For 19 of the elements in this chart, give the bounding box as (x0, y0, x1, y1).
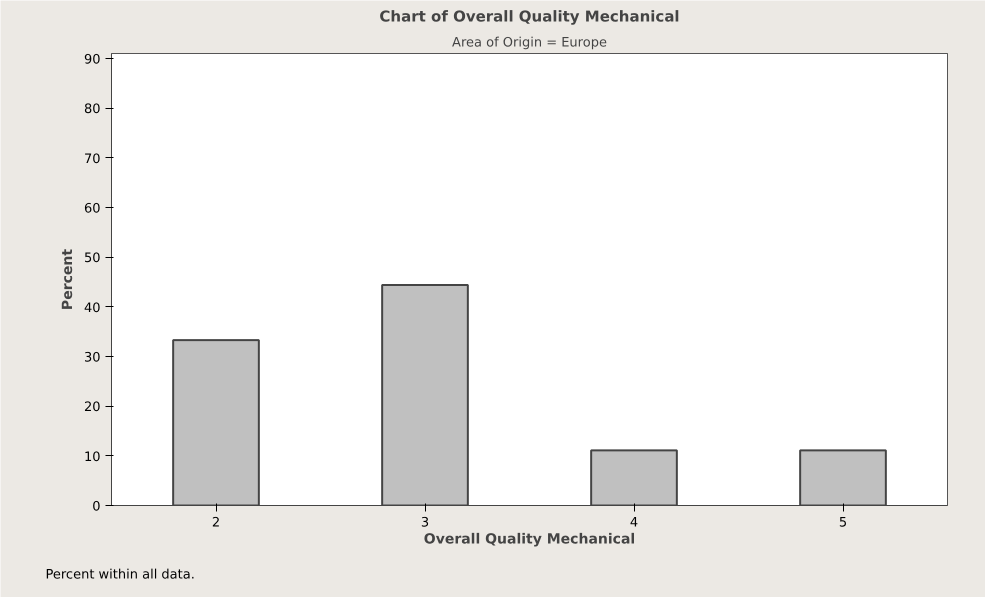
chart-subtitle: Area of Origin = Europe (452, 36, 607, 50)
y-tick-label: 90 (84, 52, 101, 68)
y-tick-label: 20 (84, 400, 101, 416)
y-tick-label: 80 (84, 102, 101, 118)
y-tick-label: 40 (84, 300, 101, 316)
text: Percent within all data. (46, 568, 195, 582)
x-axis-title: Overall Quality Mechanical (424, 532, 636, 548)
y-tick-label: 10 (84, 450, 101, 465)
y-tick-label: 70 (84, 152, 101, 167)
chart-title: Chart of Overall Quality Mechanical (379, 8, 680, 26)
x-tick-label: 5 (838, 516, 848, 530)
x-tick-label: 4 (630, 516, 638, 530)
y-tick-label: 30 (84, 350, 101, 366)
x-tick-label: 2 (212, 516, 220, 530)
y-tick-label: 0 (92, 500, 101, 514)
x-tick-label: 3 (420, 516, 430, 530)
y-tick-label: 50 (84, 251, 101, 266)
y-tick-label: 60 (84, 201, 101, 216)
y-axis-title: Percent (60, 248, 76, 310)
